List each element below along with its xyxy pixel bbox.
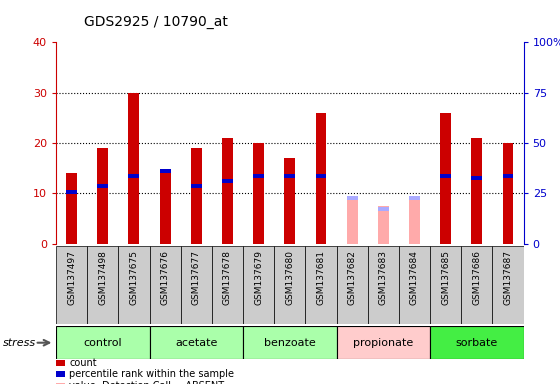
Text: GSM137498: GSM137498 [98,250,108,305]
Bar [212,246,243,324]
Bar [502,174,514,178]
Text: control: control [83,338,122,348]
Bar [97,148,108,244]
Bar [253,143,264,244]
Bar [409,199,420,244]
Bar [315,113,326,244]
Bar [461,246,492,324]
Text: stress: stress [3,338,36,348]
Bar [243,326,337,359]
Text: GDS2925 / 10790_at: GDS2925 / 10790_at [84,15,228,29]
Bar [315,174,326,178]
Bar [87,246,118,324]
Text: GSM137682: GSM137682 [348,250,357,305]
Bar [118,246,150,324]
Text: percentile rank within the sample: percentile rank within the sample [69,369,235,379]
Bar [337,246,368,324]
Text: GSM137687: GSM137687 [503,250,512,305]
Bar [128,93,139,244]
Bar [222,138,233,244]
Text: GSM137681: GSM137681 [316,250,325,305]
Text: GSM137677: GSM137677 [192,250,201,305]
Bar [191,184,202,188]
Text: value, Detection Call = ABSENT: value, Detection Call = ABSENT [69,381,225,384]
Text: sorbate: sorbate [456,338,498,348]
Bar [502,143,514,244]
Text: count: count [69,358,97,368]
Bar [378,206,389,244]
Bar [56,326,150,359]
Bar [337,326,430,359]
Bar [150,326,243,359]
Text: GSM137680: GSM137680 [285,250,295,305]
Bar [430,326,524,359]
Bar [243,246,274,324]
Bar [150,246,181,324]
Text: GSM137679: GSM137679 [254,250,263,305]
Bar [66,190,77,194]
Bar [347,197,358,200]
Bar [160,169,171,173]
Bar [409,197,420,200]
Bar [66,173,77,244]
Bar [305,246,337,324]
Bar [274,246,305,324]
Bar [181,246,212,324]
Bar [160,171,171,244]
Text: GSM137683: GSM137683 [379,250,388,305]
Bar [472,138,482,244]
Bar [378,207,389,210]
Bar [430,246,461,324]
Bar [440,113,451,244]
Text: GSM137676: GSM137676 [161,250,170,305]
Bar [347,199,358,244]
Bar [492,246,524,324]
Bar [284,158,295,244]
Text: acetate: acetate [175,338,217,348]
Bar [284,174,295,178]
Bar [472,176,482,180]
Bar [222,179,233,183]
Bar [191,148,202,244]
Text: benzoate: benzoate [264,338,316,348]
Bar [368,246,399,324]
Bar [440,174,451,178]
Text: GSM137685: GSM137685 [441,250,450,305]
Bar [253,174,264,178]
Text: GSM137684: GSM137684 [410,250,419,305]
Bar [399,246,430,324]
Bar [97,184,108,188]
Text: GSM137686: GSM137686 [472,250,482,305]
Text: GSM137675: GSM137675 [129,250,138,305]
Text: propionate: propionate [353,338,413,348]
Bar [128,174,139,178]
Text: GSM137497: GSM137497 [67,250,76,305]
Bar [56,246,87,324]
Text: GSM137678: GSM137678 [223,250,232,305]
